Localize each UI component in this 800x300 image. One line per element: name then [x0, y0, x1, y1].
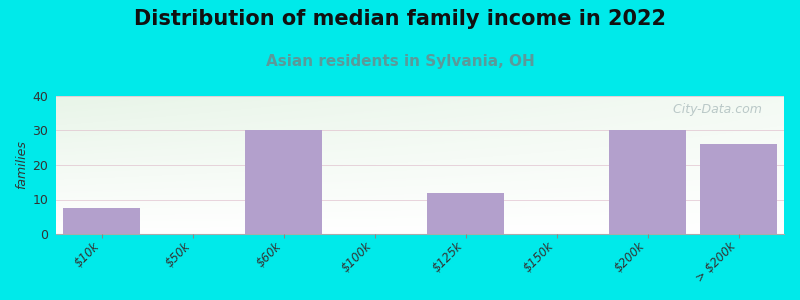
Bar	[700, 144, 777, 234]
Bar	[427, 193, 504, 234]
Bar	[609, 130, 686, 234]
Text: Asian residents in Sylvania, OH: Asian residents in Sylvania, OH	[266, 54, 534, 69]
Text: Distribution of median family income in 2022: Distribution of median family income in …	[134, 9, 666, 29]
Bar	[63, 208, 140, 234]
Bar	[245, 130, 322, 234]
Text: City-Data.com: City-Data.com	[666, 103, 762, 116]
Y-axis label: families: families	[15, 141, 28, 189]
